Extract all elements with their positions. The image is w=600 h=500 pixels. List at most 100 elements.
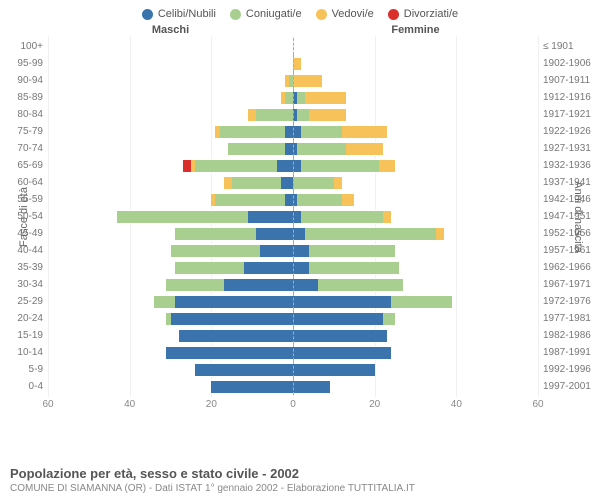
segment-single (195, 363, 293, 377)
legend-label: Divorziati/e (404, 8, 458, 20)
male-bar (48, 276, 293, 293)
male-bar (48, 327, 293, 344)
segment-single (293, 244, 309, 258)
segment-single (260, 244, 293, 258)
year-label: 1952-1956 (538, 225, 600, 242)
segment-single (211, 380, 293, 394)
segment-widowed (224, 176, 232, 190)
pyramid-row: 60-641937-1941 (0, 174, 600, 191)
pyramid-row: 65-691932-1936 (0, 157, 600, 174)
female-bar (293, 38, 538, 55)
legend-swatch (388, 9, 399, 20)
pyramid-row: 85-891912-1916 (0, 89, 600, 106)
segment-married (301, 125, 342, 139)
year-label: 1902-1906 (538, 55, 600, 72)
pyramid-row: 20-24 1977-1981 (0, 310, 600, 327)
bar-area (48, 157, 538, 174)
year-label: 1977-1981 (538, 310, 600, 327)
female-bar (293, 55, 538, 72)
segment-single (285, 142, 293, 156)
header-male: Maschi (48, 24, 293, 36)
year-label: 1987-1991 (538, 344, 600, 361)
segment-divorced (183, 159, 191, 173)
male-bar (48, 208, 293, 225)
male-bar (48, 72, 293, 89)
segment-married (297, 193, 342, 207)
female-bar (293, 208, 538, 225)
segment-widowed (436, 227, 444, 241)
segment-married (305, 227, 436, 241)
segment-single (248, 210, 293, 224)
x-tick: 40 (451, 399, 462, 410)
age-label: 20-24 (0, 310, 48, 327)
segment-single (179, 329, 293, 343)
segment-married (117, 210, 248, 224)
pyramid-row: 80-841917-1921 (0, 106, 600, 123)
segment-single (224, 278, 293, 292)
pyramid-row: 95-991902-1906 (0, 55, 600, 72)
segment-single (293, 329, 387, 343)
age-label: 0-4 (0, 378, 48, 395)
age-label: 70-74 (0, 140, 48, 157)
female-bar (293, 140, 538, 157)
female-bar (293, 378, 538, 395)
segment-single (244, 261, 293, 275)
pyramid-row: 100+≤ 1901 (0, 38, 600, 55)
female-bar (293, 242, 538, 259)
legend-swatch (230, 9, 241, 20)
legend-item: Vedovi/e (316, 8, 374, 20)
segment-married (383, 312, 395, 326)
segment-married (285, 91, 293, 105)
segment-married (175, 227, 257, 241)
age-label: 30-34 (0, 276, 48, 293)
year-label: 1922-1926 (538, 123, 600, 140)
female-bar (293, 293, 538, 310)
x-axis: 6040200204060 (0, 399, 600, 413)
segment-single (171, 312, 294, 326)
male-bar (48, 157, 293, 174)
year-label: 1932-1936 (538, 157, 600, 174)
segment-married (215, 193, 284, 207)
x-tick: 40 (124, 399, 135, 410)
segment-married (301, 159, 379, 173)
segment-single (293, 159, 301, 173)
bar-area (48, 123, 538, 140)
pyramid-row: 25-291972-1976 (0, 293, 600, 310)
segment-married (318, 278, 404, 292)
segment-married (256, 108, 293, 122)
year-label: 1962-1966 (538, 259, 600, 276)
pyramid-row: 5-9 1992-1996 (0, 361, 600, 378)
chart-title: Popolazione per età, sesso e stato civil… (10, 466, 415, 481)
male-bar (48, 378, 293, 395)
segment-single (285, 125, 293, 139)
male-bar (48, 38, 293, 55)
age-label: 5-9 (0, 361, 48, 378)
segment-widowed (342, 193, 354, 207)
segment-single (293, 363, 375, 377)
segment-married (301, 210, 383, 224)
legend-swatch (316, 9, 327, 20)
female-bar (293, 157, 538, 174)
segment-single (293, 295, 391, 309)
male-bar (48, 55, 293, 72)
year-label: 1912-1916 (538, 89, 600, 106)
x-tick: 60 (532, 399, 543, 410)
pyramid-row: 40-441957-1961 (0, 242, 600, 259)
bar-area (48, 72, 538, 89)
age-label: 35-39 (0, 259, 48, 276)
female-bar (293, 327, 538, 344)
bar-area (48, 259, 538, 276)
pyramid-row: 35-39 1962-1966 (0, 259, 600, 276)
female-bar (293, 174, 538, 191)
bar-area (48, 55, 538, 72)
male-bar (48, 89, 293, 106)
bar-area (48, 310, 538, 327)
segment-widowed (309, 108, 346, 122)
x-tick: 0 (290, 399, 296, 410)
bar-area (48, 361, 538, 378)
year-label: 1992-1996 (538, 361, 600, 378)
segment-widowed (346, 142, 383, 156)
year-label: ≤ 1901 (538, 38, 600, 55)
segment-widowed (305, 91, 346, 105)
bar-area (48, 38, 538, 55)
